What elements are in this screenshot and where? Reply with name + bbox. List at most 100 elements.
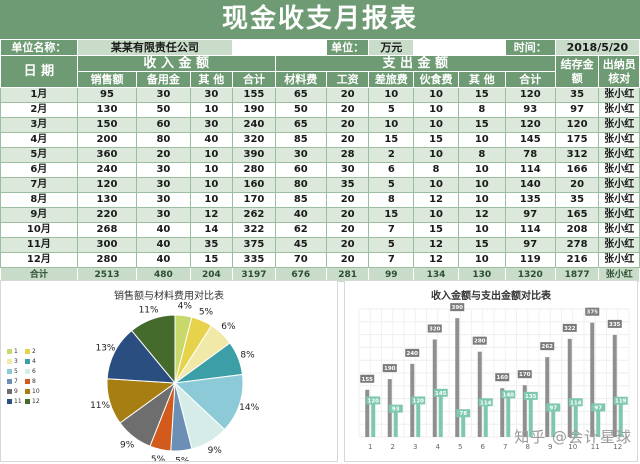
expense-bar[interactable]	[596, 407, 601, 437]
table-cell[interactable]: 10	[413, 177, 459, 193]
table-cell[interactable]: 30	[189, 87, 234, 103]
table-cell[interactable]: 85	[274, 192, 327, 208]
table-cell[interactable]: 15	[368, 207, 415, 223]
income-bar[interactable]	[455, 318, 460, 437]
month-cell[interactable]: 6月	[0, 162, 78, 178]
expense-bar[interactable]	[438, 392, 443, 437]
table-cell[interactable]: 10	[457, 132, 506, 148]
income-bar[interactable]	[567, 338, 572, 437]
table-cell[interactable]: 120	[504, 117, 556, 133]
income-bar[interactable]	[365, 389, 370, 437]
table-cell[interactable]: 28	[325, 147, 370, 163]
table-cell[interactable]: 280	[232, 162, 276, 178]
table-cell[interactable]: 278	[554, 237, 600, 253]
table-cell[interactable]: 40	[136, 222, 191, 238]
table-cell[interactable]: 张小红	[598, 132, 640, 148]
table-cell[interactable]: 35	[554, 192, 600, 208]
table-cell[interactable]: 150	[76, 117, 138, 133]
table-cell[interactable]: 5	[368, 177, 415, 193]
expense-bar[interactable]	[461, 413, 466, 437]
table-cell[interactable]: 35	[325, 177, 370, 193]
pie-slice[interactable]	[130, 314, 176, 385]
income-bar[interactable]	[432, 339, 437, 437]
table-cell[interactable]: 262	[232, 207, 276, 223]
table-cell[interactable]: 30	[136, 177, 191, 193]
table-cell[interactable]: 119	[504, 252, 556, 268]
table-cell[interactable]: 2	[368, 147, 415, 163]
table-cell[interactable]: 60	[136, 117, 191, 133]
table-cell[interactable]: 张小红	[598, 237, 640, 253]
table-cell[interactable]: 20	[325, 207, 370, 223]
table-cell[interactable]: 10	[368, 87, 415, 103]
table-cell[interactable]: 10	[189, 192, 234, 208]
table-cell[interactable]: 40	[274, 207, 327, 223]
income-bar[interactable]	[522, 385, 527, 437]
month-cell[interactable]: 1月	[0, 87, 78, 103]
unit-name-value[interactable]: 某某有限责任公司	[76, 39, 234, 56]
table-cell[interactable]: 40	[136, 252, 191, 268]
table-cell[interactable]: 40	[136, 237, 191, 253]
table-cell[interactable]: 15	[189, 252, 234, 268]
table-cell[interactable]: 208	[554, 222, 600, 238]
table-cell[interactable]: 50	[136, 102, 191, 118]
table-cell[interactable]: 97	[504, 207, 556, 223]
table-cell[interactable]: 97	[554, 102, 600, 118]
table-cell[interactable]: 30	[189, 117, 234, 133]
table-cell[interactable]: 10	[413, 117, 459, 133]
table-cell[interactable]: 10	[413, 147, 459, 163]
table-cell[interactable]: 20	[325, 222, 370, 238]
table-cell[interactable]: 10	[189, 147, 234, 163]
table-cell[interactable]: 135	[504, 192, 556, 208]
table-cell[interactable]: 20	[325, 117, 370, 133]
table-cell[interactable]: 140	[504, 177, 556, 193]
expense-bar[interactable]	[393, 408, 398, 437]
table-cell[interactable]: 10	[413, 102, 459, 118]
table-cell[interactable]: 220	[76, 207, 138, 223]
table-cell[interactable]: 216	[554, 252, 600, 268]
table-cell[interactable]: 6	[368, 162, 415, 178]
table-cell[interactable]: 10	[413, 87, 459, 103]
table-cell[interactable]: 175	[554, 132, 600, 148]
month-cell[interactable]: 7月	[0, 177, 78, 193]
income-bar[interactable]	[545, 357, 550, 437]
table-cell[interactable]: 12	[413, 252, 459, 268]
table-cell[interactable]: 35	[189, 237, 234, 253]
table-cell[interactable]: 15	[413, 222, 459, 238]
table-cell[interactable]: 12	[189, 207, 234, 223]
table-cell[interactable]: 12	[413, 237, 459, 253]
table-cell[interactable]: 20	[554, 177, 600, 193]
table-cell[interactable]: 10	[368, 117, 415, 133]
table-cell[interactable]: 240	[76, 162, 138, 178]
table-cell[interactable]: 20	[325, 192, 370, 208]
table-cell[interactable]: 20	[136, 147, 191, 163]
month-cell[interactable]: 2月	[0, 102, 78, 118]
table-cell[interactable]: 165	[554, 207, 600, 223]
table-cell[interactable]: 10	[189, 177, 234, 193]
expense-bar[interactable]	[483, 402, 488, 437]
table-cell[interactable]: 320	[232, 132, 276, 148]
expense-bar[interactable]	[528, 395, 533, 437]
table-cell[interactable]: 93	[504, 102, 556, 118]
table-cell[interactable]: 10	[189, 102, 234, 118]
table-cell[interactable]: 300	[76, 237, 138, 253]
table-cell[interactable]: 张小红	[598, 102, 640, 118]
table-cell[interactable]: 10	[457, 177, 506, 193]
table-cell[interactable]: 15	[457, 117, 506, 133]
table-cell[interactable]: 12	[457, 207, 506, 223]
table-cell[interactable]: 15	[413, 132, 459, 148]
table-cell[interactable]: 8	[413, 162, 459, 178]
table-cell[interactable]: 张小红	[598, 147, 640, 163]
table-cell[interactable]: 360	[76, 147, 138, 163]
table-cell[interactable]: 65	[274, 87, 327, 103]
table-cell[interactable]: 268	[76, 222, 138, 238]
table-cell[interactable]: 20	[325, 132, 370, 148]
table-cell[interactable]: 130	[76, 192, 138, 208]
table-cell[interactable]: 10	[189, 162, 234, 178]
table-cell[interactable]: 160	[232, 177, 276, 193]
expense-bar[interactable]	[416, 400, 421, 437]
expense-bar[interactable]	[506, 394, 511, 437]
month-cell[interactable]: 3月	[0, 117, 78, 133]
month-cell[interactable]: 11月	[0, 237, 78, 253]
table-cell[interactable]: 78	[504, 147, 556, 163]
table-cell[interactable]: 114	[504, 222, 556, 238]
